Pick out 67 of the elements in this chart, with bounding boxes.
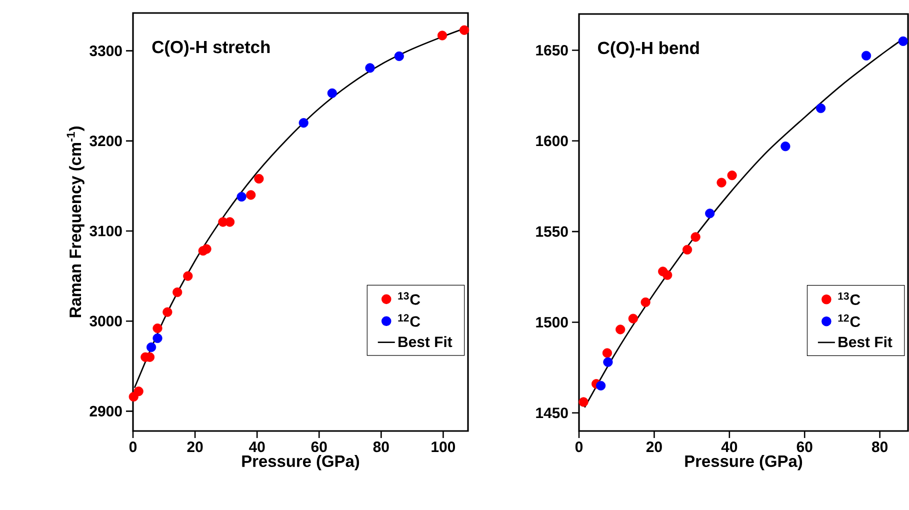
x-tick-label: 60 xyxy=(796,442,812,452)
point xyxy=(246,190,256,200)
legend-label: Best Fit xyxy=(398,336,452,348)
point xyxy=(616,324,626,334)
point xyxy=(816,103,826,114)
point xyxy=(236,192,246,202)
x-tick-label: 0 xyxy=(575,442,583,452)
x-tick-label: 20 xyxy=(187,442,203,452)
y-tick-label: 3100 xyxy=(90,226,122,236)
point xyxy=(146,342,156,352)
point xyxy=(365,63,375,73)
point xyxy=(152,324,162,334)
point xyxy=(602,348,612,358)
legend-label: Best Fit xyxy=(838,336,892,348)
x-tick-label: 100 xyxy=(432,442,456,452)
point xyxy=(152,333,162,344)
point xyxy=(394,51,404,62)
x-tick-label: 40 xyxy=(248,442,265,452)
x-tick-label: 20 xyxy=(646,442,662,452)
point xyxy=(727,170,737,180)
y-tick-label: 3300 xyxy=(90,46,122,56)
point xyxy=(459,25,470,35)
x-tick-label: 40 xyxy=(721,442,738,452)
point xyxy=(898,36,908,46)
legend-label: $^{12}$C xyxy=(398,314,420,327)
y-tick-label: 1600 xyxy=(536,136,568,146)
point xyxy=(437,30,448,40)
legend-label: $^{12}$C xyxy=(838,314,860,327)
x-tick-label: 80 xyxy=(872,442,888,452)
point xyxy=(162,307,172,317)
text: C(O)-H bend xyxy=(598,41,699,58)
point xyxy=(183,271,193,281)
x-axis-title: Pressure (GPa) xyxy=(242,454,360,470)
point xyxy=(628,314,638,324)
point xyxy=(682,244,692,254)
legend-label: $^{13}$C xyxy=(838,292,860,305)
point xyxy=(690,232,700,242)
point xyxy=(202,244,212,254)
point xyxy=(224,217,235,227)
x-tick-label: 0 xyxy=(129,442,137,452)
x-axis-title: Pressure (GPa) xyxy=(685,454,802,470)
y-axis-title: Raman Frequency (cm$^{-1}$) xyxy=(66,126,84,318)
point xyxy=(861,50,872,60)
point xyxy=(134,386,144,396)
point xyxy=(780,142,790,152)
point xyxy=(172,287,182,298)
point xyxy=(705,208,715,218)
point xyxy=(640,297,650,308)
x-tick-label: 80 xyxy=(373,442,389,452)
y-tick-label: 1450 xyxy=(536,408,568,418)
text: C(O)-H stretch xyxy=(152,40,270,57)
point xyxy=(578,397,588,407)
point xyxy=(716,178,726,188)
y-tick-label: 1650 xyxy=(536,44,568,56)
point xyxy=(254,174,264,184)
point xyxy=(603,357,613,367)
x-tick-label: 60 xyxy=(311,442,327,452)
y-tick-label: 1500 xyxy=(536,316,568,328)
point xyxy=(327,88,337,98)
point xyxy=(596,380,606,390)
point xyxy=(298,118,308,128)
y-tick-label: 1550 xyxy=(536,226,568,237)
y-tick-label: 3200 xyxy=(90,136,122,146)
legend-label: $^{13}$C xyxy=(398,292,420,305)
y-tick-label: 2900 xyxy=(90,406,122,416)
y-tick-label: 3000 xyxy=(90,316,122,326)
point xyxy=(662,270,672,280)
